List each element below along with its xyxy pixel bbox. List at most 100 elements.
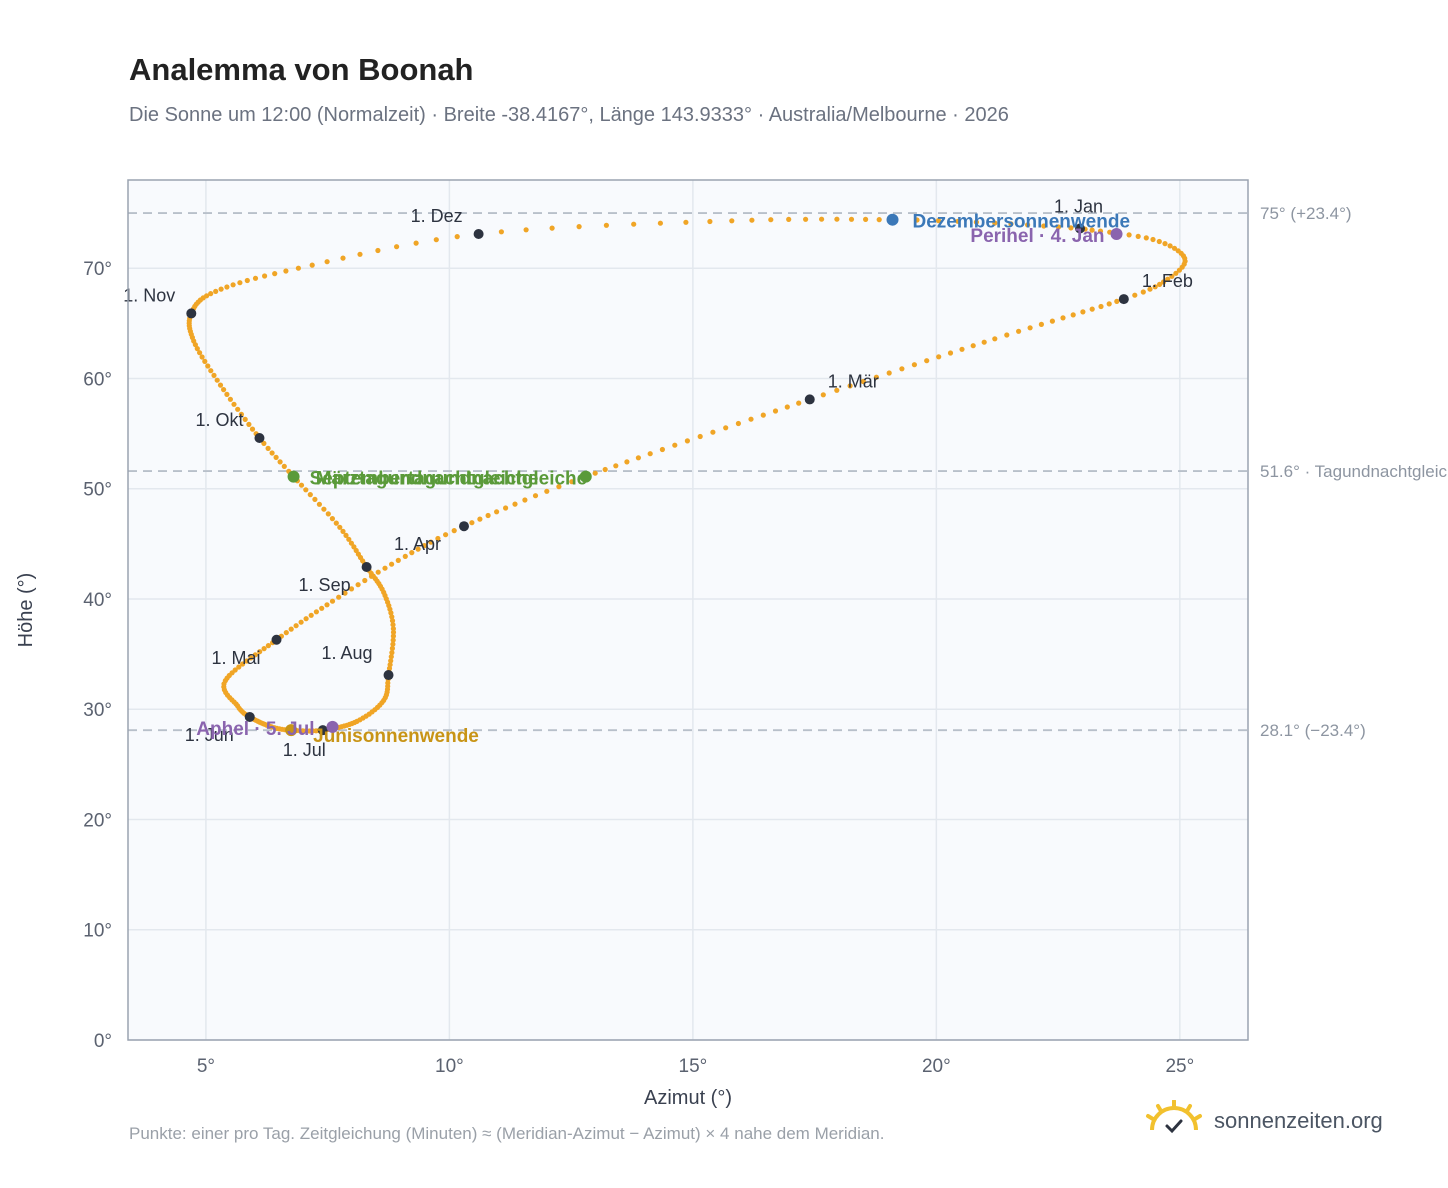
x-tick-label: 25° — [1165, 1056, 1194, 1077]
day-point — [321, 506, 327, 512]
y-tick-label: 40° — [83, 590, 112, 611]
day-point — [288, 626, 294, 632]
day-point — [236, 664, 242, 670]
day-point — [395, 557, 401, 564]
day-point — [992, 220, 998, 226]
day-point — [316, 501, 322, 507]
day-point — [231, 401, 237, 407]
day-point — [786, 216, 792, 222]
day-point — [1016, 328, 1022, 334]
reference-line-label: 28.1° (−23.4°) — [1260, 721, 1366, 740]
event-marker — [285, 724, 298, 737]
day-point — [469, 520, 475, 526]
day-point — [227, 396, 233, 402]
day-point — [1132, 292, 1138, 298]
day-point — [293, 623, 299, 629]
day-point — [886, 370, 892, 376]
day-point — [252, 275, 259, 281]
month-marker — [804, 394, 815, 405]
day-point — [1167, 243, 1173, 249]
day-point — [635, 455, 642, 461]
day-point — [485, 512, 491, 519]
day-point — [959, 346, 965, 352]
day-point — [834, 387, 840, 393]
day-point — [803, 216, 809, 222]
day-point — [389, 618, 396, 624]
month-marker — [473, 229, 484, 240]
day-point — [498, 229, 504, 235]
day-point — [277, 459, 283, 465]
day-point — [772, 408, 779, 414]
y-axis-label: Höhe (°) — [15, 573, 37, 648]
day-point — [340, 528, 346, 535]
day-point — [873, 374, 880, 380]
day-point — [749, 217, 755, 223]
day-point — [1176, 267, 1182, 273]
event-label: Dezembersonnenwende — [913, 212, 1131, 233]
day-point — [337, 524, 343, 530]
month-label: 1. Dez — [411, 206, 463, 226]
day-point — [1027, 325, 1033, 331]
day-point — [503, 505, 509, 511]
day-point — [1004, 332, 1010, 338]
day-point — [261, 440, 267, 446]
event-label: Junisonnenwende — [313, 726, 479, 747]
day-point — [390, 626, 396, 632]
day-point — [240, 661, 246, 667]
month-marker — [186, 308, 197, 319]
month-marker — [244, 711, 255, 722]
x-axis-label: Azimut (°) — [644, 1087, 732, 1109]
y-tick-label: 0° — [94, 1031, 112, 1052]
day-point — [710, 429, 716, 435]
month-label: 1. Jan — [1054, 197, 1103, 217]
day-point — [834, 216, 840, 222]
day-point — [1070, 312, 1076, 318]
day-point — [899, 366, 905, 372]
day-point — [340, 255, 346, 261]
y-tick-label: 30° — [83, 700, 112, 721]
day-point — [248, 655, 254, 661]
plot-area — [128, 180, 1248, 1040]
day-point — [672, 442, 678, 448]
day-point — [211, 372, 217, 378]
day-point — [847, 383, 853, 389]
day-point — [602, 466, 608, 473]
month-marker — [317, 725, 328, 736]
day-point — [523, 227, 529, 233]
event-marker — [579, 470, 592, 483]
day-point — [357, 251, 363, 257]
day-point — [307, 492, 313, 498]
footnote: Punkte: einer pro Tag. Zeitgleichung (Mi… — [129, 1124, 885, 1143]
day-point — [230, 282, 236, 288]
day-point — [421, 543, 427, 549]
day-point — [848, 216, 855, 222]
chart-title: Analemma von Boonah — [129, 52, 474, 87]
day-point — [1049, 318, 1055, 324]
day-point — [265, 445, 271, 451]
month-marker — [361, 562, 372, 572]
day-point — [1150, 236, 1156, 243]
day-point — [451, 528, 457, 534]
brand-logo[interactable]: sonnenzeiten.org — [1144, 1099, 1383, 1141]
day-point — [556, 484, 562, 490]
day-point — [1068, 225, 1074, 231]
day-point — [244, 658, 250, 664]
day-point — [1008, 221, 1014, 227]
day-point — [409, 550, 415, 556]
day-point — [246, 421, 252, 427]
day-point — [388, 658, 394, 664]
day-point — [413, 240, 419, 246]
day-point — [214, 377, 220, 383]
month-label: 1. Jul — [283, 740, 326, 760]
event-marker — [1110, 228, 1123, 241]
day-point — [631, 221, 637, 227]
y-tick-label: 50° — [83, 480, 112, 501]
day-point — [309, 262, 315, 268]
month-label: 1. Nov — [123, 285, 175, 305]
day-point — [1157, 281, 1163, 287]
day-point — [298, 619, 304, 625]
day-point — [1114, 298, 1120, 304]
chart-subtitle: Die Sonne um 12:00 (Normalzeit) · Breite… — [129, 104, 1009, 126]
day-point — [1165, 276, 1171, 282]
